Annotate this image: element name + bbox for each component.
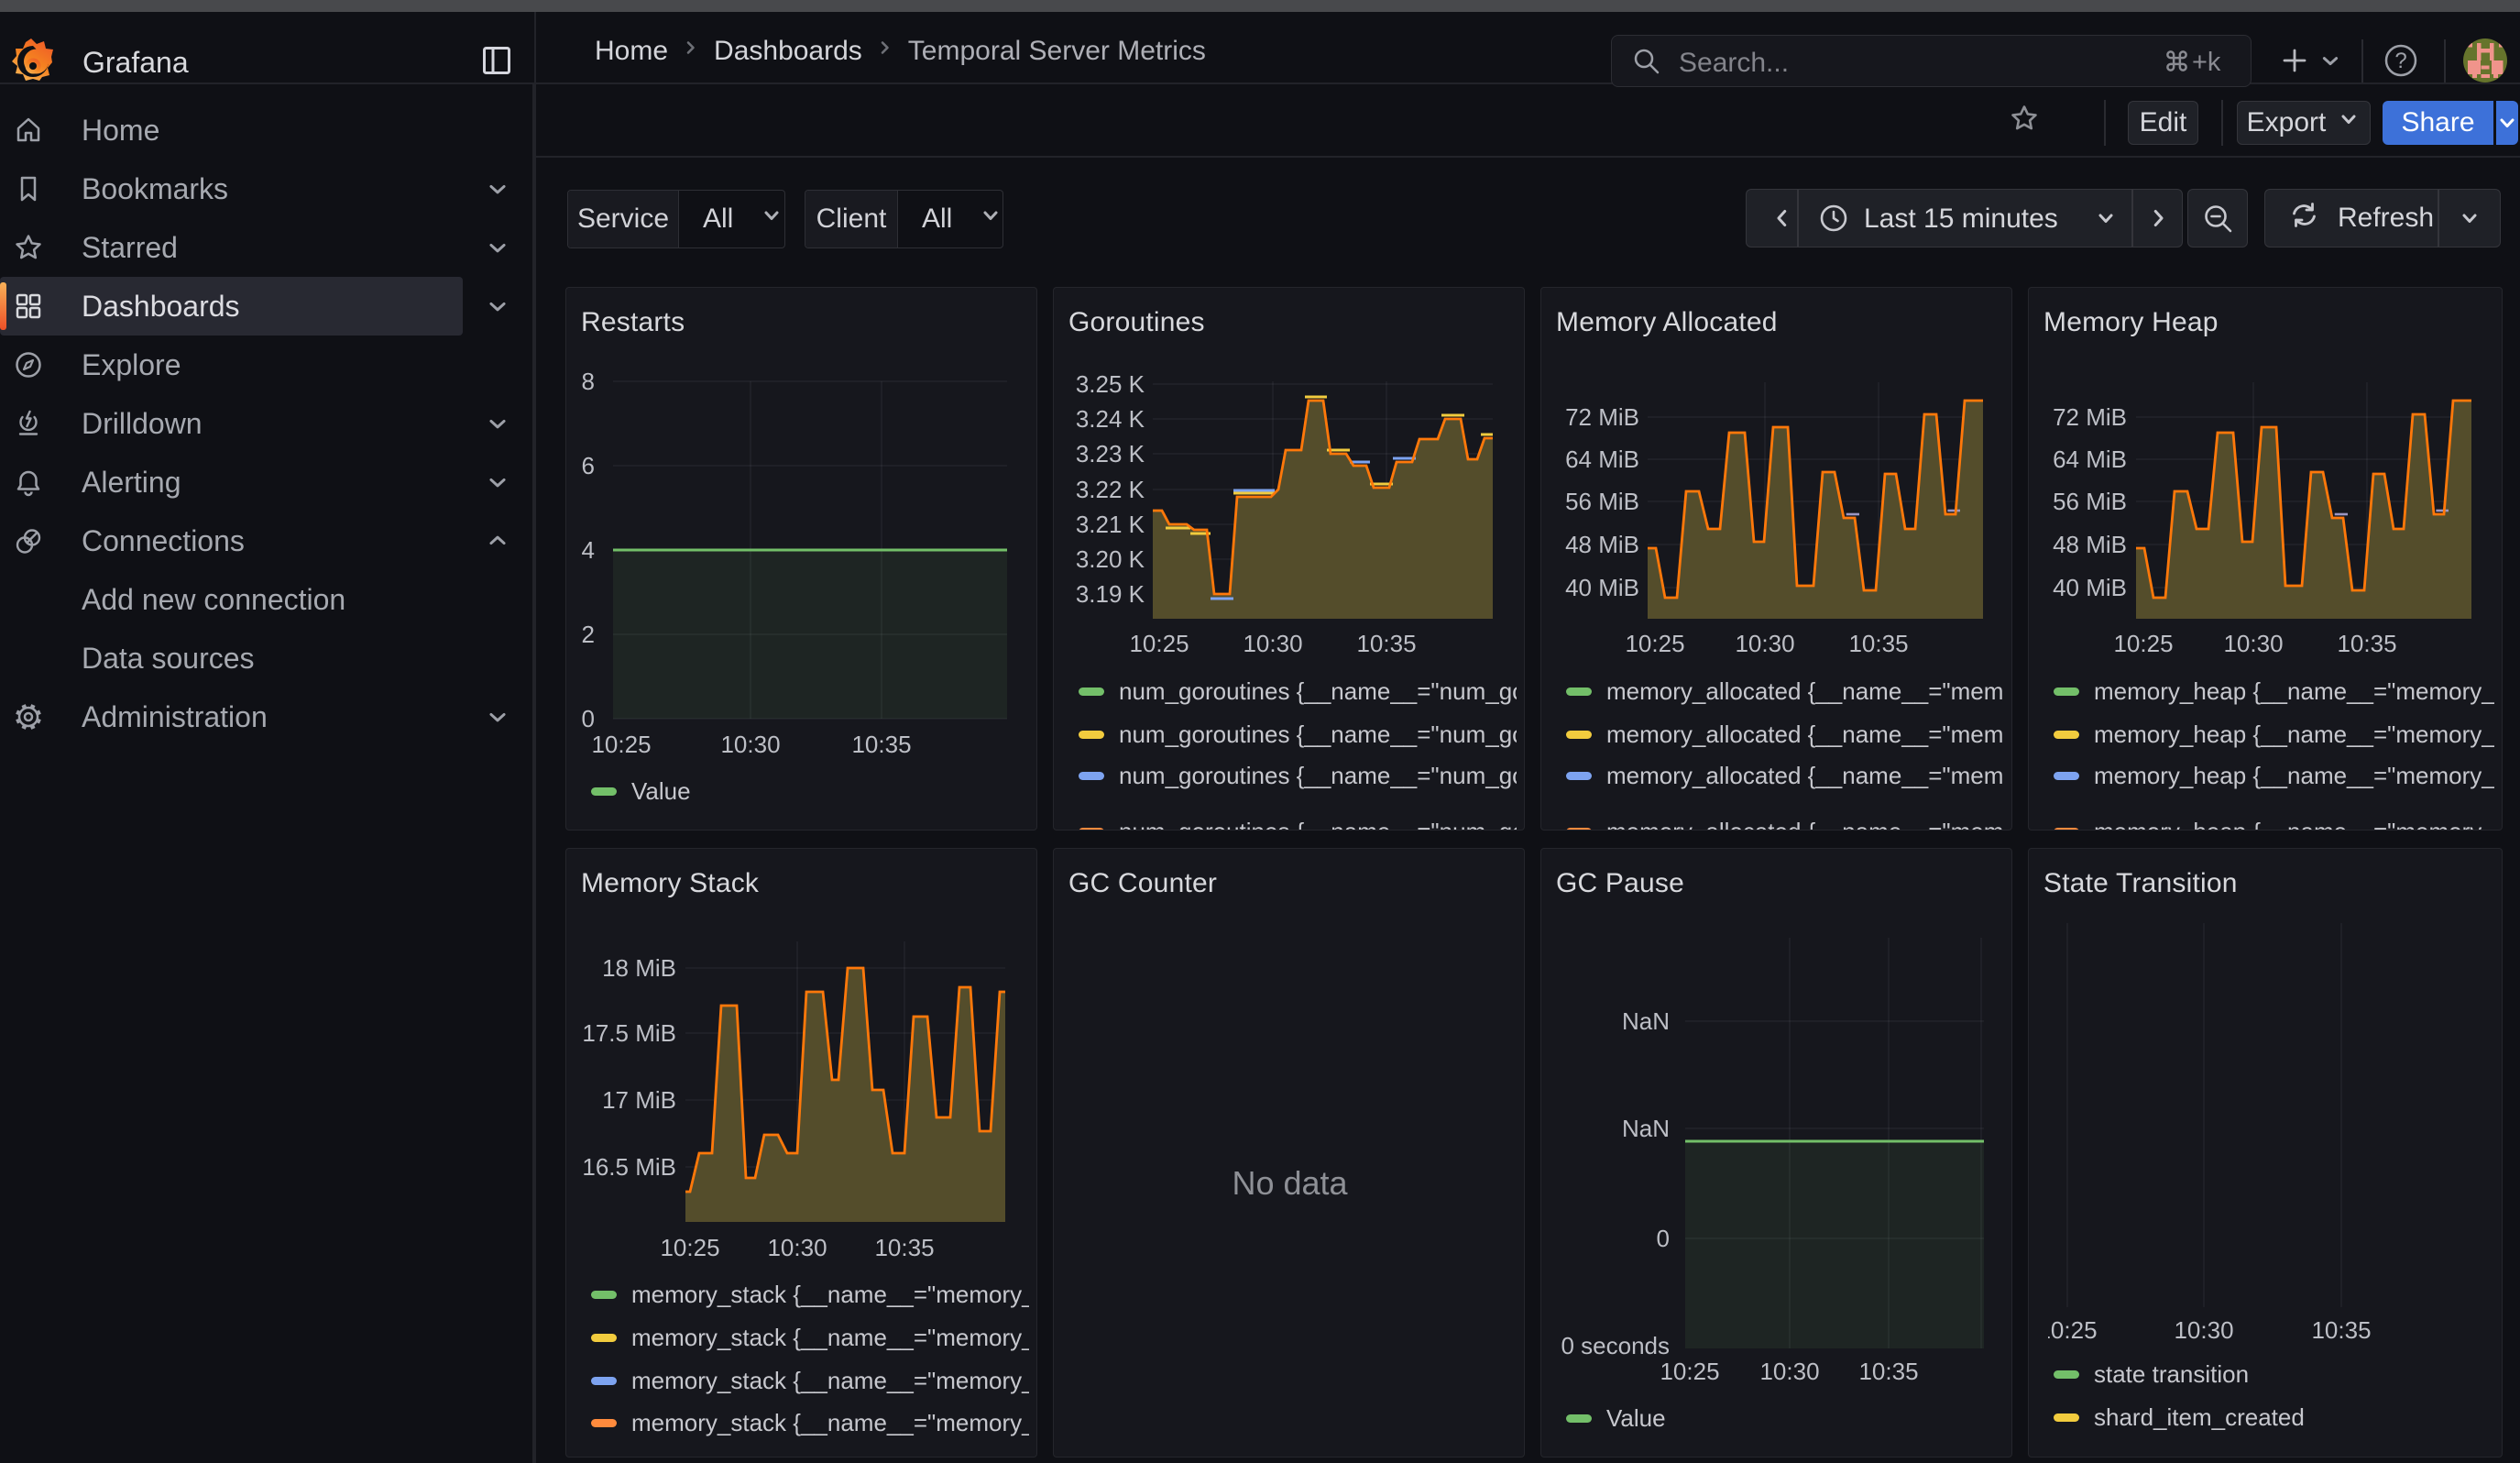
svg-text:?: ? xyxy=(2394,49,2406,73)
